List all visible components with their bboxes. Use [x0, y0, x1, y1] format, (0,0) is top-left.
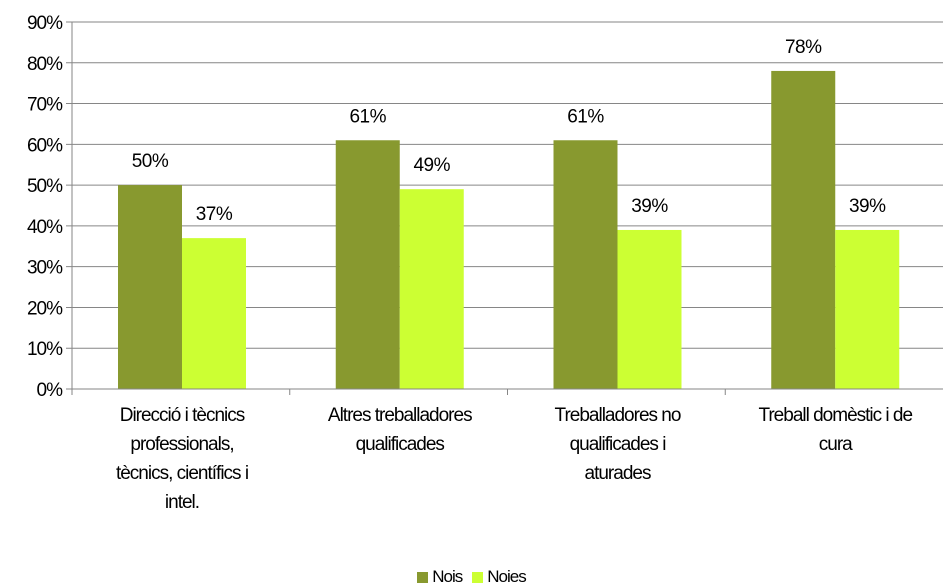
- y-tick-label: 20%: [27, 298, 63, 319]
- bar-nois-1: [335, 140, 400, 389]
- x-tick-label: cura: [819, 434, 853, 455]
- bar-nois-3: [771, 70, 836, 389]
- bar-noies-3: [835, 229, 900, 389]
- x-tick-label: intel.: [165, 492, 199, 513]
- y-tick-label: 90%: [27, 13, 63, 34]
- y-tick-label: 80%: [27, 54, 63, 75]
- bar-noies-0: [182, 238, 246, 389]
- x-tick-label: Direcció i tècnics: [120, 405, 245, 426]
- x-tick-label: professionals,: [130, 434, 233, 455]
- legend: Nois Noies: [0, 567, 943, 587]
- bar-noies-1: [399, 189, 464, 389]
- y-tick-label: 50%: [27, 176, 63, 197]
- x-tick-label: Altres treballadores: [328, 405, 472, 426]
- legend-item-noies: Noies: [472, 567, 527, 587]
- bar-nois-2: [553, 140, 618, 389]
- data-label: 39%: [849, 196, 886, 217]
- x-tick-label: tècnics, científics i: [116, 463, 248, 484]
- data-label: 61%: [349, 106, 386, 127]
- legend-item-nois: Nois: [417, 567, 463, 587]
- legend-swatch-nois: [417, 571, 429, 583]
- x-tick-label: Treball domèstic i de: [758, 405, 912, 426]
- x-tick-label: qualificades i: [570, 434, 666, 455]
- legend-swatch-noies: [472, 571, 484, 583]
- y-tick-label: 10%: [27, 339, 63, 360]
- data-label: 39%: [631, 196, 668, 217]
- data-label: 78%: [785, 37, 822, 58]
- x-tick-label: qualificades: [356, 434, 445, 455]
- data-label: 61%: [567, 106, 604, 127]
- bar-noies-2: [617, 229, 682, 389]
- x-tick-label: Treballadores no: [555, 405, 681, 426]
- x-tick-label: aturades: [585, 463, 651, 484]
- y-tick-label: 0%: [37, 380, 64, 401]
- legend-label-nois: Nois: [432, 567, 463, 586]
- y-tick-label: 60%: [27, 135, 63, 156]
- y-tick-label: 70%: [27, 95, 63, 116]
- y-tick-label: 40%: [27, 217, 63, 238]
- data-label: 49%: [413, 155, 450, 176]
- legend-label-noies: Noies: [487, 567, 526, 586]
- data-label: 50%: [132, 151, 169, 172]
- bar-nois-0: [118, 185, 182, 389]
- y-tick-label: 30%: [27, 258, 63, 279]
- data-label: 37%: [196, 204, 233, 225]
